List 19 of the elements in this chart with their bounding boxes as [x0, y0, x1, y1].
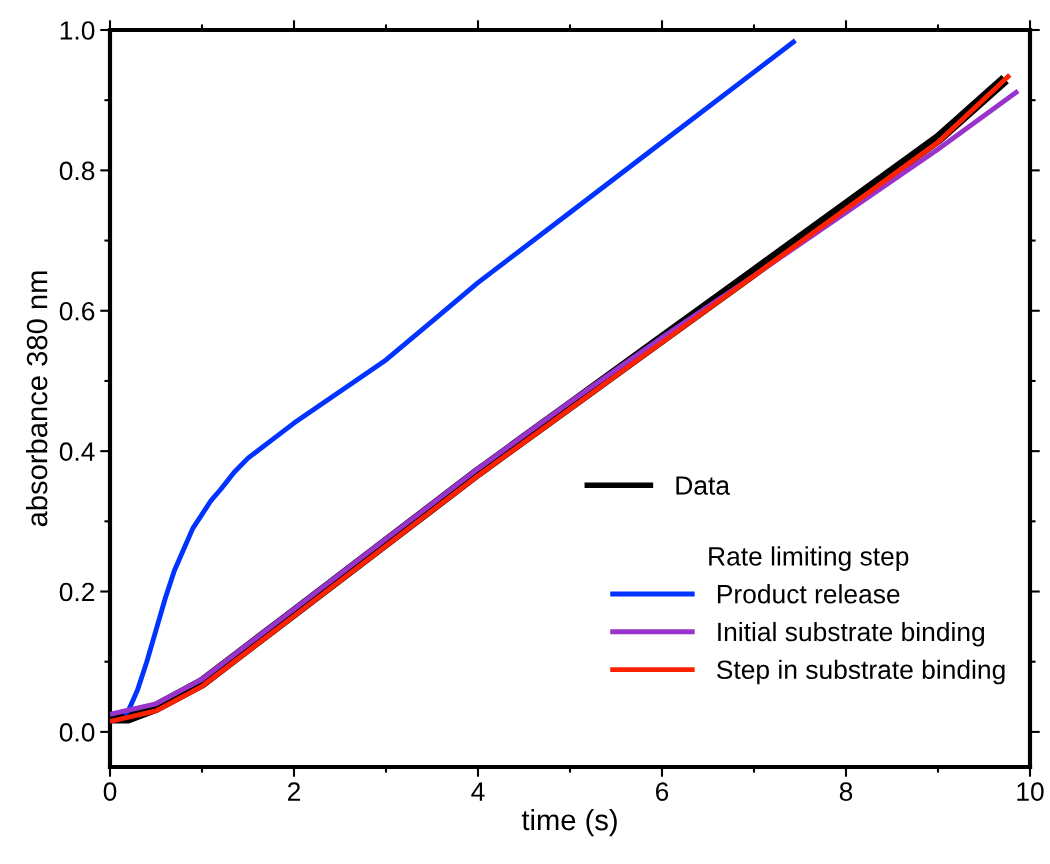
y-tick-label: 0.2	[59, 582, 95, 602]
y-tick-label: 0.8	[59, 161, 95, 181]
y-tick-label: 0.4	[59, 442, 95, 461]
y-tick-label: 1.0	[60, 21, 95, 40]
legend-label: Data	[676, 476, 731, 495]
legend-label: Step in substrate binding	[717, 659, 1005, 685]
x-tick-label: 4	[471, 782, 485, 801]
y-tick-label: 0.0	[59, 723, 95, 742]
x-tick-label: 8	[839, 782, 853, 801]
y-axis-title: absorbance 380 nm	[25, 271, 48, 527]
legend-label: Product release	[717, 584, 900, 604]
legend-label: Initial substrate binding	[718, 621, 985, 647]
x-tick-label: 6	[656, 782, 669, 801]
x-tick-label: 10	[1017, 782, 1044, 801]
x-tick-label: 0	[103, 782, 117, 801]
y-tick-label: 0.6	[59, 301, 95, 321]
x-tick-label: 2	[287, 782, 301, 801]
x-axis-title: time (s)	[521, 808, 617, 837]
legend-title: Rate limiting step	[709, 546, 909, 571]
